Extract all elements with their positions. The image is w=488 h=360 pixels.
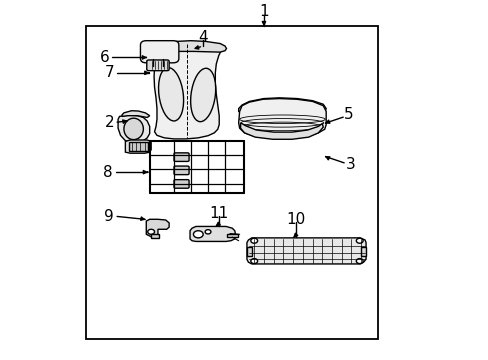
Text: 4: 4 xyxy=(198,30,207,45)
Circle shape xyxy=(193,231,203,238)
Bar xyxy=(86,26,377,339)
Polygon shape xyxy=(246,238,366,264)
Bar xyxy=(227,234,238,237)
Text: 2: 2 xyxy=(104,115,114,130)
Circle shape xyxy=(204,230,210,234)
Text: 9: 9 xyxy=(104,209,114,224)
Circle shape xyxy=(250,258,257,264)
Polygon shape xyxy=(154,43,222,139)
Text: 6: 6 xyxy=(100,50,109,65)
Bar xyxy=(361,247,366,256)
Text: 1: 1 xyxy=(259,4,268,19)
Text: 5: 5 xyxy=(344,108,353,122)
Bar xyxy=(246,247,251,256)
FancyBboxPatch shape xyxy=(140,41,179,63)
Text: 11: 11 xyxy=(209,206,228,221)
FancyBboxPatch shape xyxy=(146,60,169,71)
Text: 8: 8 xyxy=(102,165,112,180)
Polygon shape xyxy=(118,115,149,143)
Polygon shape xyxy=(146,219,169,237)
FancyBboxPatch shape xyxy=(174,153,189,161)
Polygon shape xyxy=(122,111,149,117)
FancyBboxPatch shape xyxy=(174,166,189,175)
Text: 3: 3 xyxy=(345,157,355,172)
Circle shape xyxy=(250,238,257,243)
Polygon shape xyxy=(238,99,325,138)
Polygon shape xyxy=(125,140,151,153)
Circle shape xyxy=(147,229,154,234)
Text: 7: 7 xyxy=(104,65,114,80)
Ellipse shape xyxy=(123,118,143,140)
Circle shape xyxy=(356,258,363,264)
FancyBboxPatch shape xyxy=(174,180,189,188)
Ellipse shape xyxy=(158,68,183,121)
Bar xyxy=(151,234,159,238)
Ellipse shape xyxy=(190,68,215,122)
Bar xyxy=(128,142,148,152)
Circle shape xyxy=(356,238,363,243)
Polygon shape xyxy=(190,226,235,242)
Text: 10: 10 xyxy=(285,212,305,227)
Polygon shape xyxy=(240,123,323,139)
Polygon shape xyxy=(238,98,325,120)
Polygon shape xyxy=(159,41,226,52)
